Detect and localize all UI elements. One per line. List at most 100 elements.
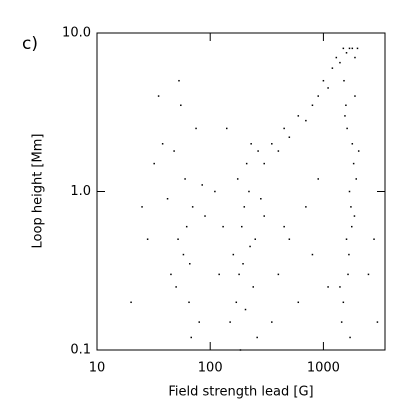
point [283, 127, 285, 130]
point [356, 47, 359, 50]
point [257, 150, 259, 152]
point [175, 286, 177, 288]
y-tick-label: 0.1 [70, 343, 91, 358]
point [297, 115, 300, 117]
plot-frame [96, 32, 386, 351]
point [235, 301, 238, 304]
point [344, 115, 346, 117]
point [348, 253, 350, 256]
point [225, 127, 228, 130]
point [345, 52, 348, 54]
point [229, 321, 231, 323]
point [327, 286, 329, 288]
x-tick-label: 10 [89, 361, 106, 376]
point [236, 178, 239, 180]
point [351, 143, 354, 145]
x-tick-label: 100 [198, 361, 223, 376]
y-tick-label: 1.0 [70, 184, 91, 199]
point [288, 136, 291, 138]
point [161, 143, 164, 145]
point [271, 321, 273, 323]
point [354, 56, 356, 59]
point [373, 238, 375, 240]
point [195, 127, 197, 130]
point [351, 47, 354, 50]
point [157, 95, 160, 97]
point [345, 104, 347, 107]
point [331, 67, 334, 69]
point [188, 301, 190, 304]
point [189, 263, 191, 265]
y-tick-label: 10.0 [62, 26, 91, 41]
point [130, 301, 132, 304]
point [376, 321, 379, 323]
point [242, 263, 244, 265]
point [350, 206, 352, 208]
point [263, 162, 265, 165]
point [190, 336, 192, 339]
panel-label: c) [22, 34, 38, 54]
point [238, 273, 240, 276]
point [317, 178, 319, 180]
point [250, 143, 252, 145]
point [153, 162, 155, 165]
point [263, 215, 265, 217]
point [146, 238, 149, 240]
point [241, 225, 243, 228]
point [256, 336, 258, 339]
point [367, 273, 370, 276]
point [170, 273, 172, 276]
point [182, 253, 185, 256]
point [260, 198, 262, 200]
point [357, 150, 360, 152]
point [327, 87, 329, 89]
y-axis-label: Loop height [Mm] [31, 134, 46, 249]
point [317, 95, 319, 97]
point [166, 198, 169, 200]
point [249, 245, 251, 248]
point [346, 127, 348, 130]
point [342, 301, 345, 304]
point [204, 215, 206, 217]
x-axis-label: Field strength lead [G] [168, 385, 313, 400]
point [347, 273, 349, 276]
point [339, 286, 341, 288]
point [305, 206, 307, 208]
point [244, 308, 247, 311]
point [283, 225, 285, 228]
point [297, 301, 300, 304]
point [351, 225, 353, 228]
point [353, 215, 356, 217]
point [184, 178, 186, 180]
point [322, 79, 325, 82]
point [342, 47, 345, 50]
point [252, 286, 254, 288]
point [198, 321, 200, 323]
point [191, 206, 194, 208]
point [277, 273, 280, 276]
point [214, 190, 216, 193]
point [345, 238, 348, 240]
point [339, 61, 341, 64]
point [311, 253, 314, 256]
point [177, 238, 179, 240]
point [185, 225, 188, 228]
point [354, 95, 356, 97]
point [348, 47, 351, 50]
point [141, 206, 143, 208]
point [248, 190, 250, 193]
point [311, 104, 314, 107]
point [271, 143, 273, 145]
point [232, 253, 235, 256]
point [180, 104, 182, 107]
point [277, 150, 280, 152]
point [355, 178, 357, 180]
point [340, 321, 343, 323]
point [222, 225, 224, 228]
point [305, 119, 307, 122]
point [343, 79, 345, 82]
point [239, 349, 242, 351]
point [348, 190, 351, 193]
